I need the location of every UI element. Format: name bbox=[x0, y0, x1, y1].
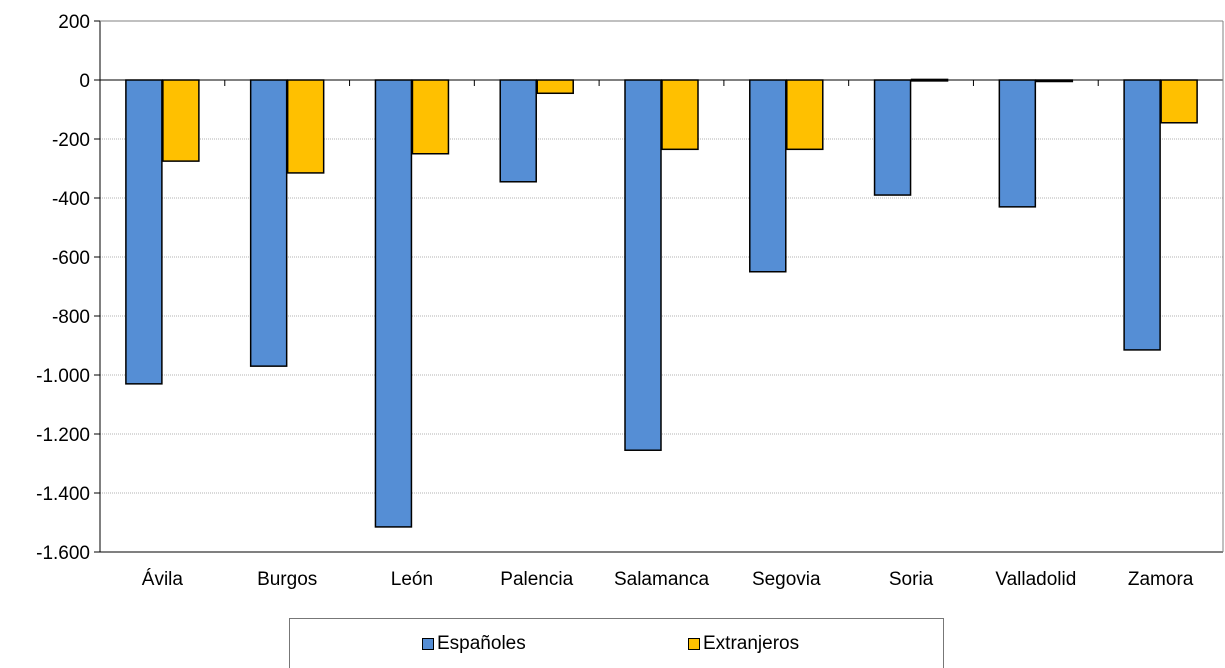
y-tick-label: 0 bbox=[79, 71, 90, 92]
legend: Españoles Extranjeros bbox=[289, 618, 944, 668]
y-tick-label: -600 bbox=[52, 248, 90, 269]
bar-extranjeros bbox=[661, 79, 699, 151]
x-tick-label: Valladolid bbox=[995, 569, 1076, 590]
bar-espanoles bbox=[998, 79, 1037, 208]
x-tick-label: Segovia bbox=[752, 569, 821, 590]
legend-item-espanoles: Españoles bbox=[422, 633, 526, 655]
bar-espanoles bbox=[125, 79, 163, 385]
y-tick-label: 200 bbox=[58, 12, 90, 33]
bar-espanoles bbox=[749, 79, 787, 273]
x-tick-label: Salamanca bbox=[614, 569, 709, 590]
bar-espanoles bbox=[1123, 79, 1161, 351]
x-tick-label: Palencia bbox=[500, 569, 573, 590]
bar-extranjeros bbox=[286, 79, 325, 174]
axes bbox=[94, 20, 1224, 553]
y-tick-label: -1.600 bbox=[36, 543, 90, 564]
bar-espanoles bbox=[374, 79, 413, 528]
bar-extranjeros bbox=[1160, 79, 1198, 124]
legend-item-extranjeros: Extranjeros bbox=[688, 633, 799, 655]
x-tick-label: Burgos bbox=[257, 569, 317, 590]
bar-espanoles bbox=[624, 79, 662, 451]
bar-extranjeros bbox=[411, 79, 450, 155]
y-tick-label: -200 bbox=[52, 130, 90, 151]
bar-espanoles bbox=[249, 79, 288, 367]
legend-label-extranjeros: Extranjeros bbox=[703, 633, 800, 654]
x-tick-label: León bbox=[391, 569, 433, 590]
y-tick-label: -800 bbox=[52, 307, 90, 328]
bars bbox=[125, 78, 1198, 528]
x-tick-labels: Ávila Burgos León Palencia Salamanca Segovia S… bbox=[142, 569, 1194, 590]
legend-label-espanoles: Españoles bbox=[437, 633, 526, 654]
bar-extranjeros bbox=[162, 79, 200, 162]
y-tick-labels: 200 0 -200 -400 -600 -800 -1.000 -1.200 -1.400 -1… bbox=[36, 12, 90, 564]
x-tick-label: Ávila bbox=[142, 569, 184, 590]
y-tick-label: -1.200 bbox=[36, 425, 90, 446]
bar-espanoles bbox=[873, 79, 912, 196]
y-tick-label: -400 bbox=[52, 189, 90, 210]
x-tick-label: Soria bbox=[889, 569, 934, 590]
y-tick-label: -1.000 bbox=[36, 366, 90, 387]
legend-swatch-extranjeros bbox=[688, 638, 700, 650]
y-tick-label: -1.400 bbox=[36, 484, 90, 505]
x-tick-label: Zamora bbox=[1128, 569, 1194, 590]
bar-espanoles bbox=[499, 79, 537, 183]
legend-swatch-espanoles bbox=[422, 638, 434, 650]
bar-extranjeros bbox=[786, 79, 824, 151]
bar-extranjeros bbox=[536, 79, 574, 95]
